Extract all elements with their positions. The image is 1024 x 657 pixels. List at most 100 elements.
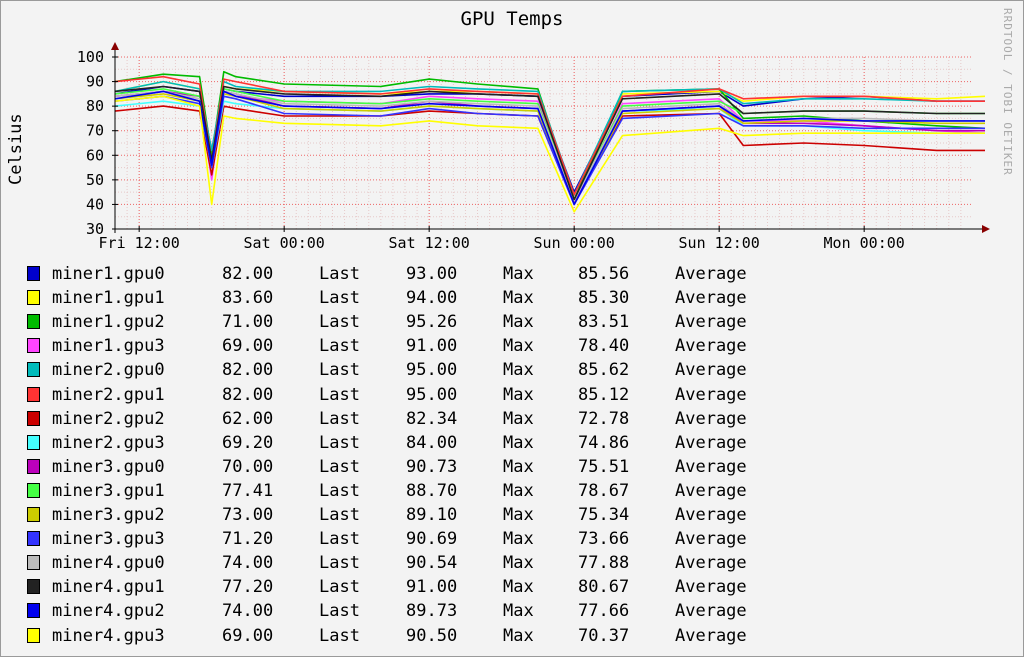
legend-last-label: Last: [319, 480, 360, 501]
tick-labels: 30 40 50 60 70 80 90 100 Fri 12:00 Sat 00:00 Sat 1…: [77, 48, 905, 252]
legend-avg-label: Average: [675, 384, 747, 405]
legend-series-name: miner3.gpu2: [52, 505, 165, 525]
x-tick-label: Sat 12:00: [389, 234, 470, 252]
legend-max-label: Max: [503, 360, 534, 381]
legend-last-value: 69.00: [222, 625, 274, 646]
legend-max-value: 82.34: [406, 408, 458, 429]
legend-max-value: 94.00: [406, 288, 458, 309]
legend-swatch: [27, 410, 40, 426]
y-tick-label: 100: [77, 48, 104, 66]
legend-max-value: 89.73: [406, 601, 458, 622]
rrdtool-watermark: RRDTOOL / TOBI OETIKER: [1001, 8, 1014, 176]
legend-avg-value: 73.66: [578, 529, 630, 550]
legend-last-label: Last: [319, 601, 360, 622]
legend-row: miner1.gpu0 82.00 Last 93.00 Max 85.56 Average: [0, 264, 1024, 286]
legend-max-label: Max: [503, 312, 534, 333]
legend-last-value: 77.20: [222, 577, 274, 598]
legend-series-name: miner3.gpu3: [52, 529, 165, 550]
legend-row: miner2.gpu1 82.00 Last 95.00 Max 85.12 Average: [0, 385, 1024, 407]
legend-series-name: miner1.gpu0: [52, 264, 165, 284]
legend-last-label: Last: [319, 336, 360, 357]
legend-series-name: miner1.gpu3: [52, 336, 165, 357]
legend-last-value: 82.00: [222, 264, 274, 284]
legend-max-label: Max: [503, 553, 534, 574]
y-tick-label: 30: [86, 220, 104, 238]
legend-series-name: miner4.gpu0: [52, 553, 165, 574]
legend-max-label: Max: [503, 577, 534, 598]
legend-avg-value: 75.51: [578, 456, 630, 477]
legend-last-label: Last: [319, 288, 360, 309]
legend-last-label: Last: [319, 408, 360, 429]
legend-swatch: [27, 434, 40, 450]
legend-series-name: miner2.gpu0: [52, 360, 165, 381]
legend-swatch: [27, 627, 40, 643]
legend-avg-value: 80.67: [578, 577, 630, 598]
legend-last-value: 71.20: [222, 529, 274, 550]
legend-last-value: 82.00: [222, 384, 274, 405]
legend-swatch: [27, 507, 40, 522]
legend-series-name: miner1.gpu1: [52, 288, 165, 309]
legend-row: miner1.gpu1 83.60 Last 94.00 Max 85.30 Average: [0, 288, 1024, 310]
legend-series-name: miner3.gpu1: [52, 480, 165, 501]
legend-max-label: Max: [503, 288, 534, 309]
legend-avg-value: 75.34: [578, 505, 630, 525]
series-line-miner2-gpu0: [114, 80, 985, 196]
legend-last-value: 69.00: [222, 336, 274, 357]
legend-last-value: 82.00: [222, 360, 274, 381]
legend-last-label: Last: [319, 577, 360, 598]
legend-avg-label: Average: [675, 312, 747, 333]
legend-avg-label: Average: [675, 456, 747, 477]
legend-swatch: [27, 314, 40, 330]
legend-row: miner2.gpu0 82.00 Last 95.00 Max 85.62 Average: [0, 360, 1024, 382]
legend-series-name: miner2.gpu1: [52, 384, 165, 405]
legend-max-value: 95.00: [406, 384, 458, 405]
legend-max-label: Max: [503, 625, 534, 646]
legend-avg-label: Average: [675, 601, 747, 622]
legend-series-name: miner2.gpu3: [52, 432, 165, 453]
series-line-miner4-gpu2: [114, 90, 985, 206]
legend-avg-label: Average: [675, 480, 747, 501]
legend-max-label: Max: [503, 432, 534, 453]
legend-last-label: Last: [319, 553, 360, 574]
legend-avg-label: Average: [675, 288, 747, 309]
legend-avg-value: 72.78: [578, 408, 630, 429]
x-tick-label: Mon 00:00: [824, 234, 905, 252]
legend-swatch: [27, 290, 40, 306]
legend-avg-label: Average: [675, 553, 747, 574]
legend-avg-label: Average: [675, 264, 747, 284]
legend-swatch: [27, 386, 40, 402]
x-tick-label: Fri 12:00: [99, 234, 180, 252]
legend-last-value: 74.00: [222, 553, 274, 574]
legend-swatch: [27, 482, 40, 498]
legend-row: miner3.gpu0 70.00 Last 90.73 Max 75.51 Average: [0, 457, 1024, 479]
legend-avg-value: 77.88: [578, 553, 630, 574]
y-tick-label: 80: [86, 97, 104, 115]
legend-row: miner4.gpu2 74.00 Last 89.73 Max 77.66 Average: [0, 601, 1024, 623]
legend-max-value: 90.54: [406, 553, 458, 574]
legend-last-value: 69.20: [222, 432, 274, 453]
legend-swatch: [27, 362, 40, 378]
legend-max-label: Max: [503, 480, 534, 501]
legend-avg-value: 85.62: [578, 360, 630, 381]
legend-max-value: 91.00: [406, 336, 458, 357]
legend-swatch: [27, 338, 40, 354]
legend-last-value: 74.00: [222, 601, 274, 622]
legend-max-value: 89.10: [406, 505, 458, 525]
legend-max-label: Max: [503, 336, 534, 357]
y-tick-label: 40: [86, 195, 104, 213]
legend-max-value: 91.00: [406, 577, 458, 598]
legend-series-name: miner4.gpu2: [52, 601, 165, 622]
legend-row: miner3.gpu3 71.20 Last 90.69 Max 73.66 Average: [0, 529, 1024, 551]
legend-row: miner1.gpu3 69.00 Last 91.00 Max 78.40 Average: [0, 336, 1024, 358]
legend-swatch: [27, 579, 40, 595]
legend-last-value: 83.60: [222, 288, 274, 309]
legend-series-name: miner4.gpu3: [52, 625, 165, 646]
legend-last-label: Last: [319, 432, 360, 453]
legend-last-label: Last: [319, 360, 360, 381]
legend-avg-label: Average: [675, 625, 747, 646]
legend-row: miner2.gpu3 69.20 Last 84.00 Max 74.86 Average: [0, 433, 1024, 455]
legend-max-label: Max: [503, 264, 534, 284]
legend-row: miner3.gpu1 77.41 Last 88.70 Max 78.67 Average: [0, 481, 1024, 503]
legend-avg-label: Average: [675, 360, 747, 381]
